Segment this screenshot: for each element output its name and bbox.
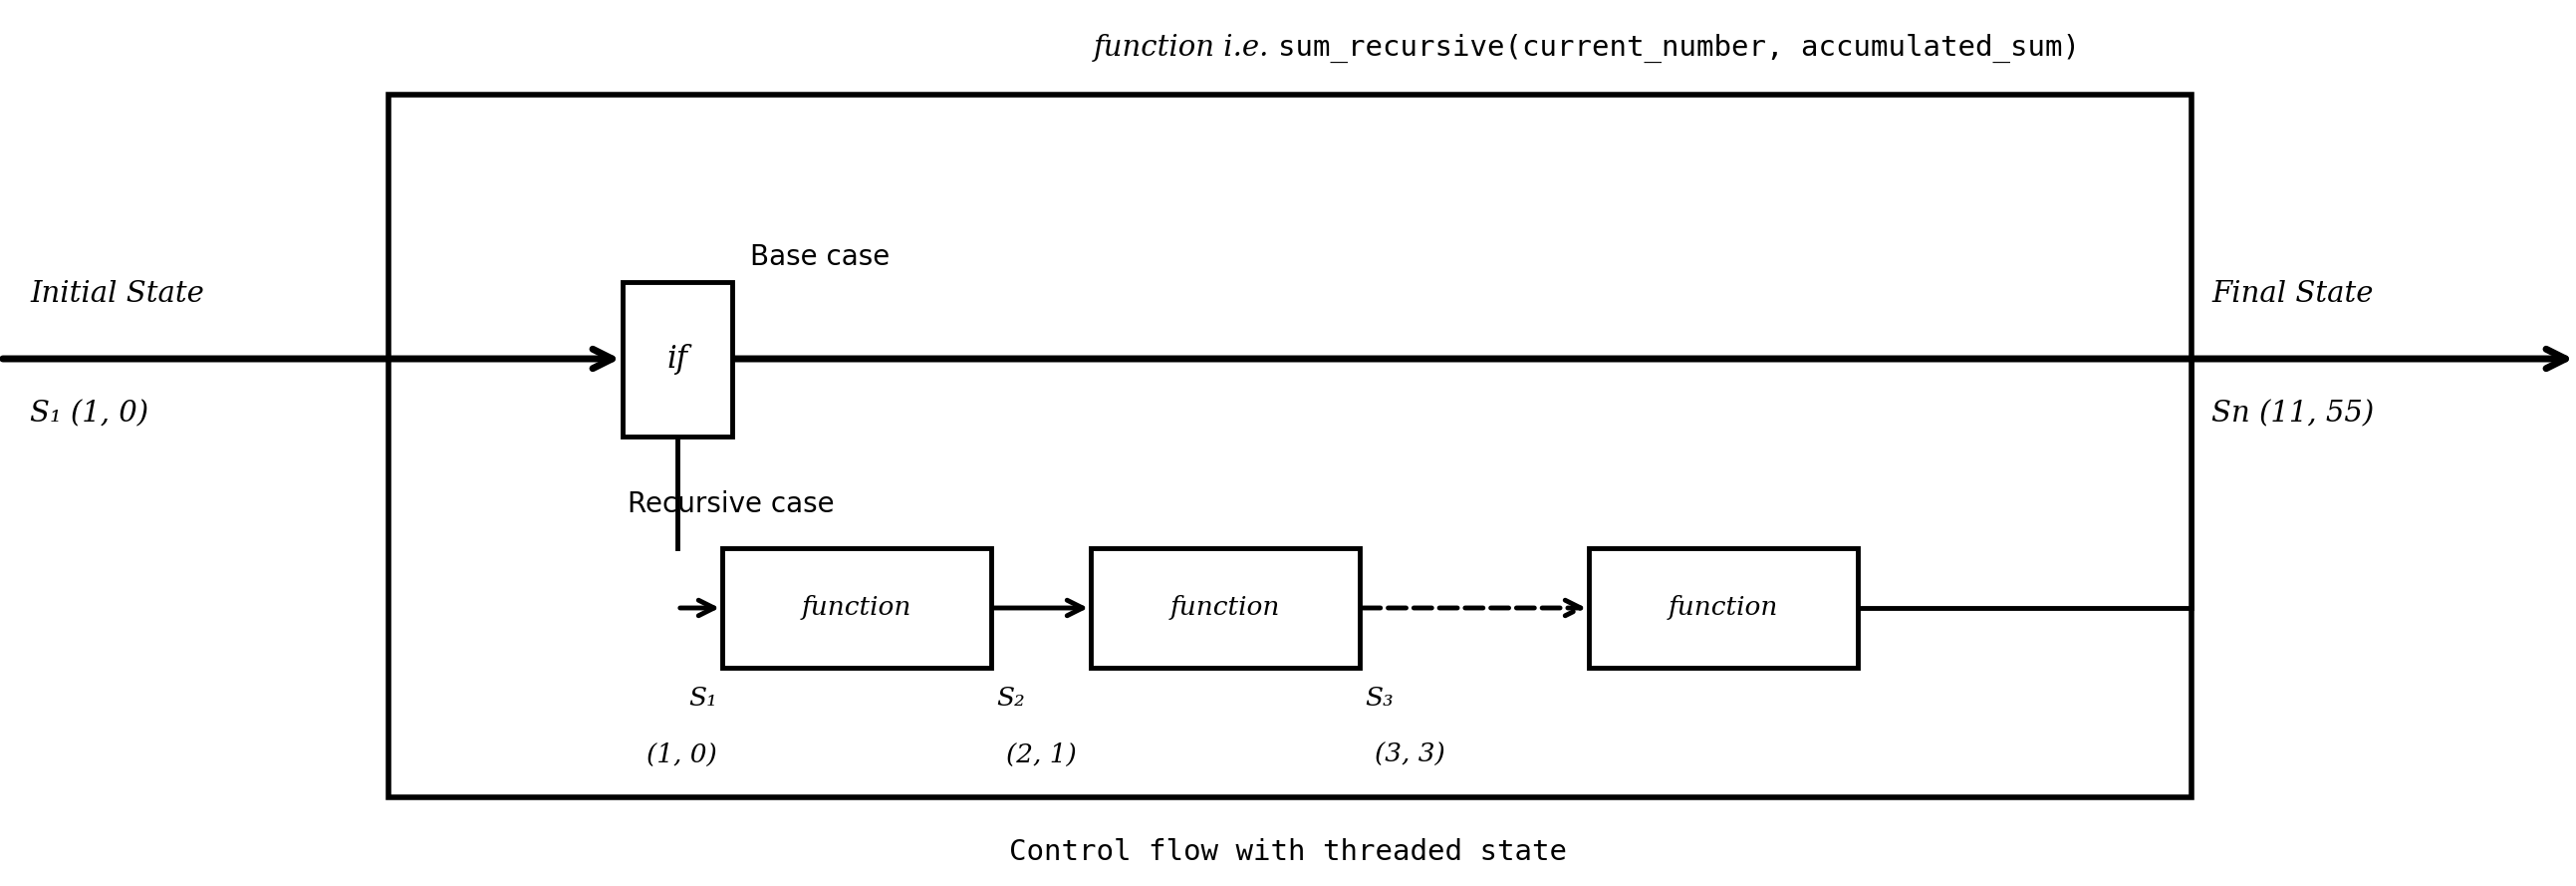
Text: S₃: S₃ (1365, 686, 1394, 711)
Text: function: function (1669, 595, 1777, 620)
Text: if: if (667, 344, 688, 374)
Text: Recursive case: Recursive case (629, 491, 835, 518)
Text: S₂: S₂ (997, 686, 1025, 711)
Text: function: function (801, 595, 912, 620)
Text: Sn (11, 55): Sn (11, 55) (2210, 400, 2375, 428)
Bar (721, 548, 992, 668)
Bar (389, 95, 2192, 797)
Text: Final State: Final State (2210, 280, 2372, 308)
Text: S₁: S₁ (688, 686, 716, 711)
Text: sum_recursive(current_number, accumulated_sum): sum_recursive(current_number, accumulate… (1278, 34, 2079, 62)
Text: function i.e.: function i.e. (1092, 34, 1278, 62)
Bar (1090, 548, 1360, 668)
Bar (1589, 548, 1857, 668)
Text: Initial State: Initial State (31, 280, 204, 308)
Text: function: function (1170, 595, 1280, 620)
Text: S₁ (1, 0): S₁ (1, 0) (31, 400, 149, 428)
Text: Control flow with threaded state: Control flow with threaded state (1010, 838, 1566, 867)
Text: Base case: Base case (750, 244, 889, 272)
Bar (623, 282, 732, 436)
Text: (3, 3): (3, 3) (1376, 742, 1445, 767)
Text: (2, 1): (2, 1) (1007, 742, 1077, 767)
Text: (1, 0): (1, 0) (647, 742, 716, 767)
